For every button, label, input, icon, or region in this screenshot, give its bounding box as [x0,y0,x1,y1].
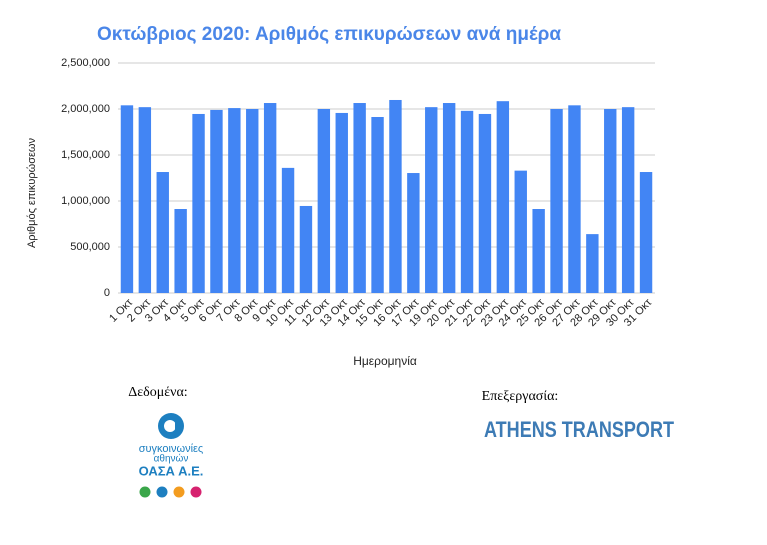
bar [478,113,492,293]
bar [496,101,510,294]
bar [156,172,169,293]
data-source-label: Δεδομένα: [128,385,187,400]
bar [228,108,241,293]
bar [138,107,152,293]
bar [586,234,599,293]
y-tick-label: 2,000,000 [61,103,110,115]
bar [299,205,313,293]
bar [335,112,348,294]
bar [550,109,563,293]
bar [621,107,635,293]
bar [263,103,277,294]
processor-name: ATHENS TRANSPORT [484,418,675,442]
bar [246,109,259,293]
logo-text: αθηνών [154,453,189,465]
logo-icon-stem [175,420,179,433]
bar [532,209,545,293]
mode-icon [156,486,168,498]
mode-icon [139,486,151,498]
bar [460,110,474,293]
bar [389,99,402,293]
mode-icon [173,486,185,498]
bar [210,109,223,293]
y-tick-label: 0 [104,287,110,299]
bar [317,109,331,293]
bar [120,105,134,293]
bar [353,103,366,294]
oasa-logo: συγκοινωνίες αθηνών ΟΑΣΑ Α.Ε. [139,413,204,498]
processing-label: Επεξεργασία: [482,389,559,404]
y-tick-label: 500,000 [70,241,110,253]
bar [192,113,205,293]
y-tick-label: 1,000,000 [61,195,110,207]
logo-text: συγκοινωνίες [139,443,203,455]
bar [568,105,581,293]
bar [371,117,384,293]
logo-name: ΟΑΣΑ Α.Ε. [139,463,204,478]
x-axis-label: Ημερομηνία [353,354,417,368]
y-tick-label: 1,500,000 [61,149,110,161]
bar [604,109,617,293]
y-tick-label: 2,500,000 [61,57,110,69]
mode-icon [190,486,202,498]
logo-icon-inner [164,420,176,432]
y-axis-label: Αριθμός επικυρώσεων [26,137,38,248]
bar [281,167,295,293]
bar [442,103,456,294]
bar [639,172,653,293]
bar [407,173,420,293]
bar [514,170,527,293]
bar [174,209,187,293]
bar [425,107,438,293]
chart-title: Οκτώβριος 2020: Αριθμός επικυρώσεων ανά … [97,24,561,45]
